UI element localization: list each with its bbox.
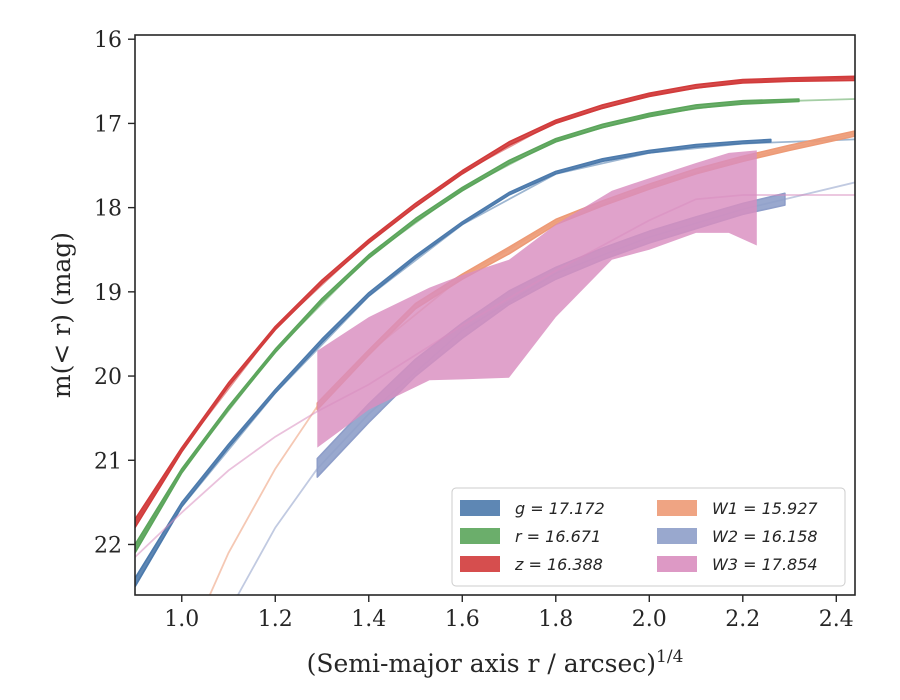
legend-swatch-g	[460, 500, 500, 516]
data-band-r	[135, 98, 800, 554]
x-tick-label: 1.4	[351, 607, 386, 632]
y-tick-label: 16	[94, 28, 122, 53]
x-tick-label: 1.6	[445, 607, 480, 632]
x-axis: 1.0 1.2 1.4 1.6 1.8 2.0 2.2 2.4	[164, 595, 854, 632]
legend-label-z: z = 16.388	[514, 555, 603, 574]
legend-label-w2: W2 = 16.158	[712, 527, 818, 546]
legend-label-w1: W1 = 15.927	[712, 499, 818, 518]
data-band-w1	[316, 130, 855, 411]
x-axis-title-main: (Semi-major axis r / arcsec)	[307, 649, 656, 678]
legend-label-g: g = 17.172	[515, 499, 605, 518]
legend-swatch-w3	[657, 556, 697, 572]
legend-frame	[451, 487, 846, 587]
plot-frame	[134, 34, 856, 596]
legend: g = 17.172 r = 16.671 z = 16.388 W1 = 15.92…	[451, 487, 846, 587]
data-band-g	[135, 138, 772, 588]
data-band-z	[135, 75, 855, 529]
legend-swatch-r	[460, 528, 500, 544]
y-axis-title: m(< r) (mag)	[47, 232, 76, 398]
x-tick-label: 1.0	[164, 607, 199, 632]
y-tick-label: 22	[94, 533, 122, 558]
y-tick-label: 21	[94, 449, 122, 474]
legend-label-r: r = 16.671	[515, 527, 601, 546]
legend-swatch-w2	[657, 528, 697, 544]
y-tick-label: 20	[94, 365, 122, 390]
legend-swatch-z	[460, 556, 500, 572]
y-tick-label: 17	[94, 112, 122, 137]
legend-swatch-w1	[657, 500, 697, 516]
x-tick-label: 1.8	[538, 607, 573, 632]
legend-label-w3: W3 = 17.854	[712, 555, 818, 574]
x-tick-label: 1.2	[258, 607, 293, 632]
y-tick-label: 18	[94, 197, 122, 222]
x-tick-label: 2.0	[632, 607, 667, 632]
y-tick-label: 19	[94, 281, 122, 306]
x-axis-title: (Semi-major axis r / arcsec)1/4	[307, 647, 684, 678]
data-band-w3	[317, 150, 757, 448]
x-tick-label: 2.2	[725, 607, 760, 632]
y-axis: 16 17 18 19 20 21 22	[94, 28, 135, 558]
x-axis-title-exponent: 1/4	[656, 647, 683, 667]
x-tick-label: 2.4	[819, 607, 854, 632]
plot-area	[135, 75, 855, 595]
